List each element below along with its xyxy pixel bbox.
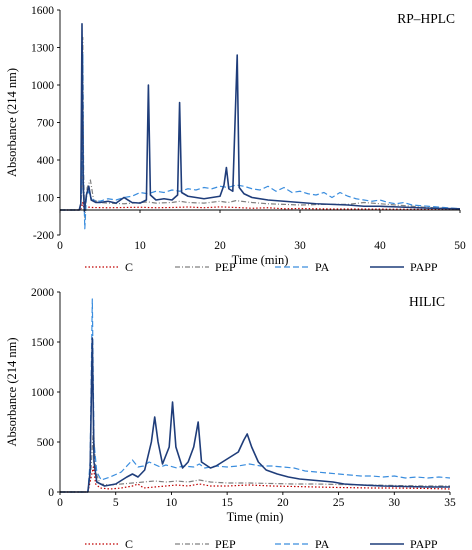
rp-hplc-y-tick-label: 400 xyxy=(37,155,55,167)
rp-hplc-legend-label-pa: PA xyxy=(315,260,330,274)
rp-hplc-panel-title: RP–HPLC xyxy=(397,11,455,26)
rp-hplc-x-tick-label: 0 xyxy=(57,240,63,252)
rp-hplc-y-tick-label: 1300 xyxy=(31,43,54,55)
rp-hplc-y-tick-label: 100 xyxy=(37,193,55,205)
rp-hplc-x-tick-label: 50 xyxy=(454,240,466,252)
rp-hplc-series-papp xyxy=(60,22,461,213)
hilic-series-c xyxy=(60,466,451,493)
hilic-legend-label-pa: PA xyxy=(315,537,330,550)
hilic-x-tick-label: 0 xyxy=(57,497,63,509)
hilic-series-pa xyxy=(60,298,451,493)
hilic-legend-label-pep: PEP xyxy=(215,537,236,550)
rp-hplc-y-axis-title: Absorbance (214 nm) xyxy=(5,68,19,177)
hilic-legend: C PEP PA PAPP xyxy=(85,537,438,550)
rp-hplc-series-pa xyxy=(60,53,461,230)
hilic-y-tick-label: 1500 xyxy=(31,337,54,349)
rp-hplc-chart: -200 100 400 700 1000 1300 1600 0 10 20 30 40 50 Time… xyxy=(5,5,466,267)
rp-hplc-x-tick-label: 10 xyxy=(134,240,146,252)
rp-hplc-x-tick-label: 40 xyxy=(374,240,386,252)
hilic-legend-label-papp: PAPP xyxy=(410,537,438,550)
hilic-y-tick-label: 500 xyxy=(37,437,55,449)
hilic-x-tick-label: 35 xyxy=(444,497,456,509)
rp-hplc-x-tick-label: 20 xyxy=(214,240,226,252)
hilic-legend-label-c: C xyxy=(125,537,133,550)
hilic-y-axis-title: Absorbance (214 nm) xyxy=(5,338,19,447)
rp-hplc-legend-label-c: C xyxy=(125,260,133,274)
hilic-x-tick-label: 10 xyxy=(166,497,178,509)
rp-hplc-legend: C PEP PA PAPP xyxy=(85,260,438,274)
hilic-series-papp xyxy=(60,337,450,493)
hilic-y-tick-label: 1000 xyxy=(31,387,54,399)
hilic-panel-title: HILIC xyxy=(409,294,445,309)
hilic-x-axis-title: Time (min) xyxy=(227,510,284,524)
hilic-x-tick-label: 25 xyxy=(333,497,345,509)
rp-hplc-x-axis-title: Time (min) xyxy=(232,253,289,267)
hilic-y-tick-label: 0 xyxy=(48,487,54,499)
hilic-x-tick-label: 30 xyxy=(389,497,401,509)
rp-hplc-y-tick-label: 700 xyxy=(37,118,55,130)
hilic-x-tick-label: 5 xyxy=(113,497,119,509)
rp-hplc-y-tick-label: -200 xyxy=(33,230,54,242)
hilic-y-tick-label: 2000 xyxy=(31,287,54,299)
rp-hplc-legend-label-papp: PAPP xyxy=(410,260,438,274)
rp-hplc-y-tick-label: 1600 xyxy=(31,5,54,17)
rp-hplc-x-tick-label: 30 xyxy=(294,240,306,252)
hilic-chart: 0 500 1000 1500 2000 0 5 10 15 20 25 30 35 Time (min)… xyxy=(5,287,456,524)
rp-hplc-y-tick-label: 1000 xyxy=(31,80,54,92)
hilic-x-tick-label: 15 xyxy=(221,497,233,509)
rp-hplc-legend-label-pep: PEP xyxy=(215,260,236,274)
hilic-x-tick-label: 20 xyxy=(277,497,289,509)
